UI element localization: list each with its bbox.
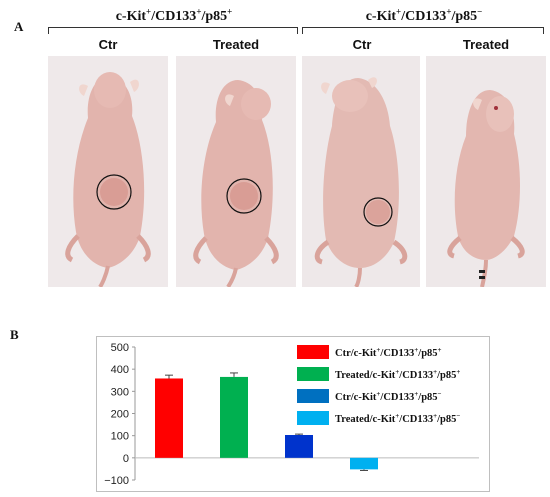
mouse-illustration — [302, 56, 420, 287]
legend-label-4: Treated/c-Kit+/CD133+/p85− — [335, 412, 460, 425]
legend-swatch-4 — [297, 411, 329, 425]
bars — [155, 372, 378, 471]
y-tick-label: 0 — [123, 453, 129, 465]
y-tick-label: 500 — [111, 342, 129, 354]
group-title-text: c-Kit+/CD133+/p85+ — [115, 6, 233, 24]
mouse-photo-ctr-p85-positive — [48, 56, 168, 287]
y-tick-label: 400 — [111, 364, 129, 376]
legend-label-3: Ctr/c-Kit+/CD133+/p85− — [335, 390, 442, 403]
mouse-illustration — [426, 56, 546, 287]
legend-label-2: Treated/c-Kit+/CD133+/p85+ — [335, 368, 460, 381]
bar-chart: −100 0 100 200 300 400 500 Ctr/c-Kit+/CD133+/p… — [104, 342, 479, 487]
y-tick-label: 100 — [111, 431, 129, 443]
mouse-photo-ctr-p85-negative — [302, 56, 420, 287]
chart-legend: Ctr/c-Kit+/CD133+/p85+ Treated/c-Kit+/CD1… — [297, 345, 460, 425]
group-bracket-p85-positive — [48, 27, 298, 34]
tumor-circle-marker — [226, 178, 262, 214]
y-tick-label: 200 — [111, 409, 129, 421]
mouse-illustration — [48, 56, 168, 287]
legend-swatch-1 — [297, 345, 329, 359]
group-title-p85-positive: c-Kit+/CD133+/p85+ — [48, 6, 300, 25]
bar-3 — [285, 435, 313, 458]
mouse-photo-treated-p85-negative — [426, 56, 546, 287]
legend-swatch-3 — [297, 389, 329, 403]
photo-label-ctr-1: Ctr — [98, 37, 118, 52]
group-title-text: c-Kit+/CD133+/p85− — [365, 6, 483, 24]
tumor-circle-marker — [96, 174, 132, 210]
legend-swatch-2 — [297, 367, 329, 381]
bar-4 — [350, 457, 378, 470]
panel-b-letter: B — [10, 327, 19, 342]
group-bracket-p85-negative — [302, 27, 544, 34]
y-tick-label: −100 — [104, 475, 129, 487]
legend-label-1: Ctr/c-Kit+/CD133+/p85+ — [335, 346, 442, 359]
panel-a-letter: A — [14, 19, 24, 34]
photo-label-ctr-2: Ctr — [352, 37, 372, 52]
mouse-illustration — [176, 56, 296, 287]
bar-chart-frame: −100 0 100 200 300 400 500 Ctr/c-Kit+/CD133+/p… — [96, 336, 490, 492]
y-tick-label: 300 — [111, 386, 129, 398]
y-axis: −100 0 100 200 300 400 500 — [104, 342, 479, 487]
bar-2 — [220, 376, 248, 458]
mouse-photo-treated-p85-positive — [176, 56, 296, 287]
group-title-p85-negative: c-Kit+/CD133+/p85− — [300, 6, 548, 25]
bar-1 — [155, 378, 183, 458]
photo-label-treated-2: Treated — [462, 37, 510, 52]
photo-label-treated-1: Treated — [212, 37, 260, 52]
tumor-circle-marker — [363, 197, 393, 227]
